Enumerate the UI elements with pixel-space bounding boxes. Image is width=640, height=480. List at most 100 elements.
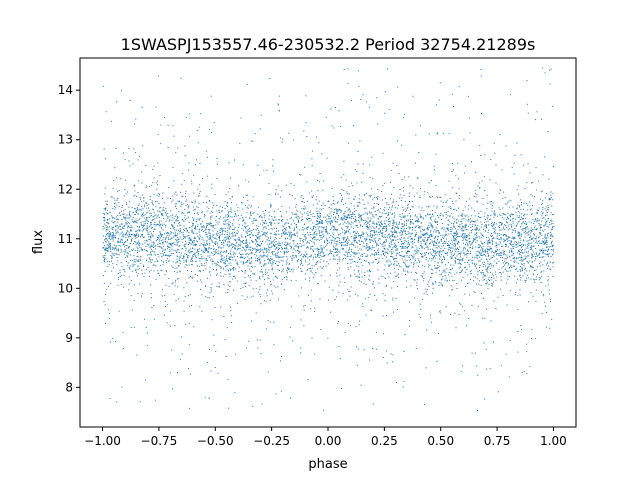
data-point (523, 244, 525, 246)
data-point (507, 212, 509, 214)
data-point (248, 340, 250, 342)
data-point (162, 209, 164, 211)
data-point (348, 186, 350, 187)
data-point (527, 247, 529, 249)
data-point (435, 185, 437, 187)
data-point (535, 218, 537, 220)
data-point (514, 259, 516, 261)
data-point (500, 239, 502, 241)
data-point (150, 259, 152, 261)
data-point (147, 219, 149, 221)
data-point (137, 248, 139, 250)
data-point (470, 218, 472, 220)
data-point (210, 223, 212, 224)
data-point (154, 399, 156, 401)
data-point (488, 279, 490, 281)
data-point (198, 253, 199, 255)
data-point (504, 258, 506, 259)
data-point (532, 274, 534, 276)
data-point (507, 263, 509, 265)
data-point (473, 239, 475, 241)
data-point (450, 272, 452, 274)
data-point (222, 230, 224, 232)
data-point (171, 232, 173, 234)
data-point (171, 245, 173, 247)
data-point (276, 246, 278, 248)
data-point (239, 217, 241, 219)
data-point (441, 262, 443, 264)
data-point (246, 211, 248, 213)
data-point (138, 240, 140, 242)
data-point (355, 235, 357, 237)
data-point (402, 268, 404, 270)
data-point (102, 247, 104, 249)
data-point (318, 221, 320, 223)
data-point (102, 242, 104, 244)
data-point (529, 172, 531, 174)
data-point (265, 226, 267, 228)
data-point (287, 222, 289, 224)
data-point (544, 197, 546, 199)
data-point (144, 272, 146, 274)
data-point (521, 202, 523, 203)
data-point (372, 241, 374, 243)
data-point (106, 229, 108, 230)
data-point (224, 234, 226, 236)
data-point (517, 216, 519, 218)
data-point (348, 268, 350, 270)
data-point (526, 256, 528, 258)
data-point (511, 229, 513, 231)
data-point (485, 268, 487, 270)
data-point (198, 219, 200, 221)
data-point (472, 246, 474, 248)
data-point (214, 253, 215, 255)
data-point (126, 217, 128, 219)
data-point (147, 244, 149, 246)
data-point (202, 177, 203, 179)
data-point (195, 228, 197, 230)
data-point (480, 254, 482, 256)
data-point (316, 233, 318, 235)
data-point (252, 234, 253, 236)
data-point (331, 227, 333, 229)
data-point (270, 241, 272, 243)
data-point (162, 246, 164, 248)
data-point (526, 261, 528, 263)
data-point (137, 272, 139, 274)
data-point (105, 247, 107, 249)
data-point (293, 139, 295, 141)
data-point (383, 248, 385, 250)
data-point (318, 249, 320, 250)
data-point (549, 198, 551, 200)
data-point (195, 159, 197, 161)
data-point (369, 224, 371, 226)
data-point (415, 162, 417, 164)
data-point (526, 240, 528, 242)
data-point (134, 284, 136, 286)
data-point (290, 237, 292, 239)
data-point (390, 249, 392, 251)
data-point (111, 270, 113, 272)
data-point (108, 235, 110, 237)
data-point (148, 261, 150, 263)
data-point (161, 247, 163, 249)
data-point (526, 213, 528, 215)
data-point (451, 255, 453, 257)
data-point (212, 254, 214, 256)
data-point (209, 218, 211, 220)
data-point (372, 348, 374, 350)
data-point (505, 145, 507, 147)
data-point (207, 277, 208, 279)
data-point (158, 195, 160, 197)
data-point (449, 221, 451, 223)
data-point (321, 234, 323, 236)
data-point (514, 237, 516, 239)
data-point (112, 222, 114, 224)
data-point (215, 252, 217, 254)
data-point (382, 243, 384, 245)
data-point (485, 221, 487, 223)
data-point (286, 242, 288, 244)
data-point (423, 229, 425, 230)
data-point (268, 245, 270, 247)
data-point (261, 224, 263, 226)
